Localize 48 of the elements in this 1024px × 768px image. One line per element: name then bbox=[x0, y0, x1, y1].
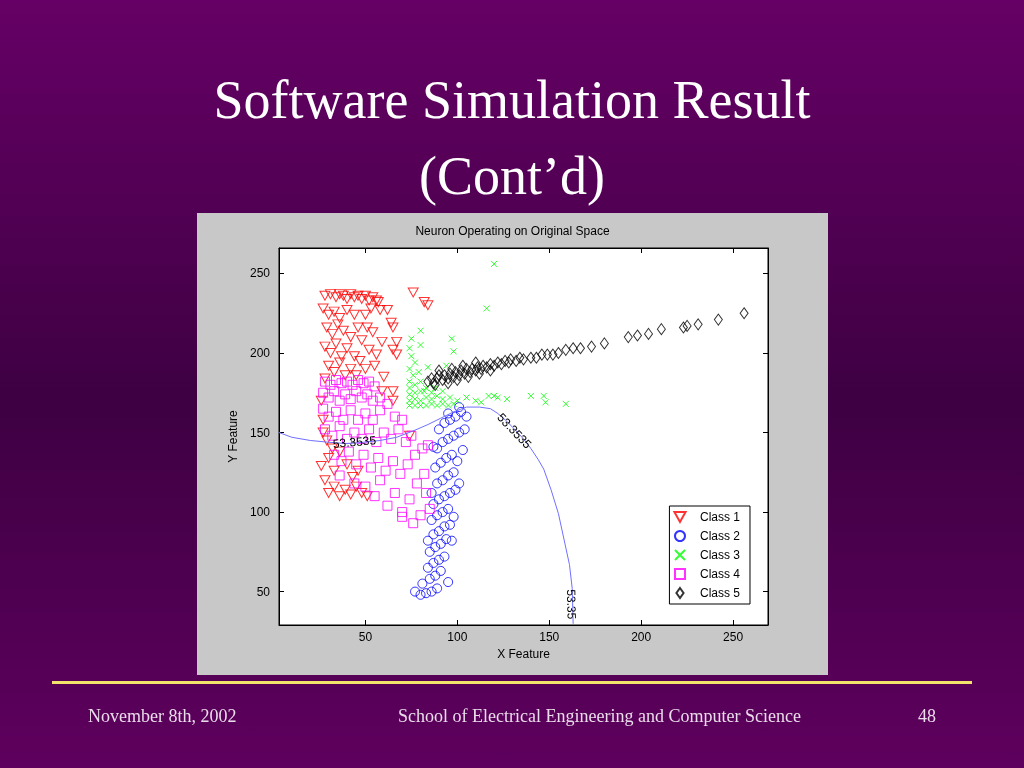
x-tick-label: 200 bbox=[631, 630, 652, 644]
y-tick-label: 250 bbox=[249, 266, 271, 281]
point bbox=[450, 400, 458, 408]
point bbox=[417, 341, 425, 349]
point bbox=[415, 368, 423, 376]
point bbox=[409, 371, 417, 379]
line-series bbox=[278, 406, 574, 624]
legend-label: Class 1 bbox=[699, 510, 741, 524]
annotation: 53.35 bbox=[563, 589, 579, 620]
point bbox=[450, 347, 458, 355]
point bbox=[417, 378, 425, 386]
chart-subtitle: Neuron Operating on Original Space bbox=[415, 224, 610, 238]
point bbox=[503, 395, 511, 403]
y-axis-title: Y Feature bbox=[226, 409, 240, 463]
point bbox=[417, 327, 425, 335]
y-tick-label: 150 bbox=[249, 425, 271, 440]
point bbox=[483, 304, 491, 312]
y-tick-label: 200 bbox=[249, 345, 271, 360]
point bbox=[477, 398, 485, 406]
point bbox=[411, 359, 419, 367]
x-tick-label: 50 bbox=[358, 630, 373, 644]
legend-label: Class 2 bbox=[699, 529, 741, 543]
point bbox=[490, 260, 498, 268]
point bbox=[527, 392, 535, 400]
x-axis-title: X Feature bbox=[497, 646, 551, 661]
point bbox=[417, 397, 425, 405]
point bbox=[485, 392, 493, 400]
legend-label: Class 4 bbox=[699, 567, 741, 581]
point bbox=[494, 394, 502, 402]
x-tick-label: 100 bbox=[447, 630, 468, 644]
point bbox=[472, 397, 480, 405]
x-tick-label: 250 bbox=[723, 630, 744, 644]
point bbox=[424, 363, 432, 371]
annotation: 53.3535 bbox=[332, 433, 377, 451]
point bbox=[407, 335, 415, 343]
chart-title: Software Simulation Result (Cont’d) bbox=[212, 69, 812, 208]
y-tick-label: 100 bbox=[249, 505, 271, 520]
point bbox=[433, 401, 441, 409]
text: School of Electrical Engineering and Computer Science bbox=[398, 706, 801, 727]
point bbox=[448, 335, 456, 343]
y-tick-label: 50 bbox=[256, 584, 271, 599]
x-tick-label: 150 bbox=[539, 630, 560, 644]
text: November 8th, 2002 bbox=[88, 706, 237, 727]
point bbox=[562, 400, 570, 408]
text: 48 bbox=[918, 706, 936, 727]
legend-label: Class 5 bbox=[699, 586, 741, 600]
point bbox=[406, 365, 414, 373]
legend-label: Class 3 bbox=[699, 548, 741, 562]
